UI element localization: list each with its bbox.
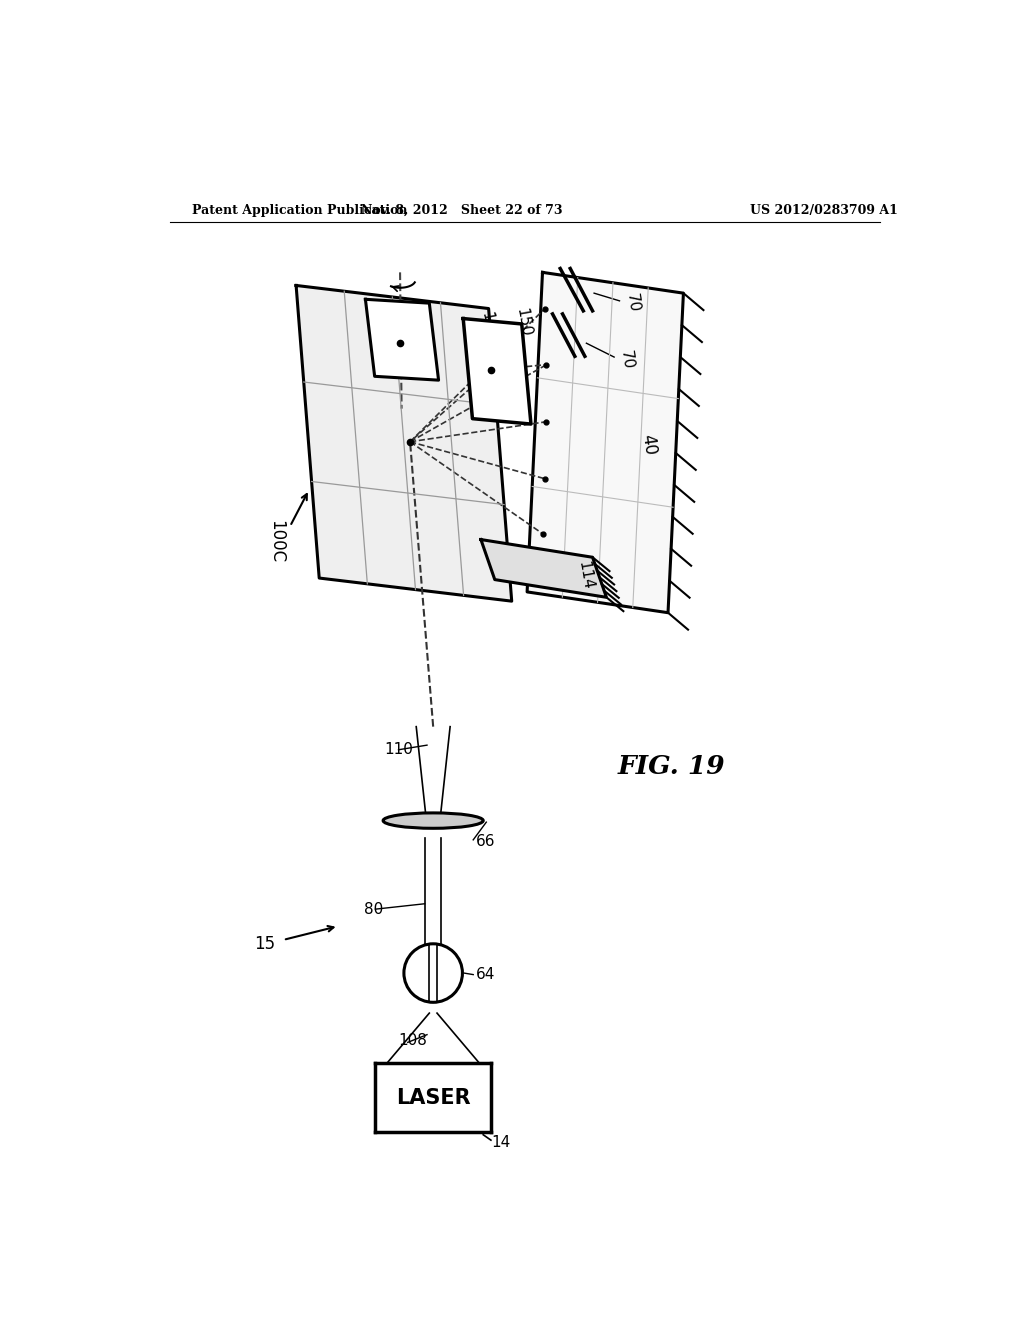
- Text: Nov. 8, 2012   Sheet 22 of 73: Nov. 8, 2012 Sheet 22 of 73: [361, 205, 562, 218]
- Text: 100C: 100C: [267, 520, 286, 564]
- Text: 66: 66: [475, 834, 495, 849]
- Text: 15: 15: [254, 935, 274, 953]
- Polygon shape: [366, 300, 438, 380]
- Text: 114: 114: [575, 560, 595, 591]
- Ellipse shape: [383, 813, 483, 829]
- Text: 108: 108: [398, 1032, 427, 1048]
- Text: FIG. 19: FIG. 19: [617, 754, 725, 779]
- Text: 14: 14: [490, 1135, 510, 1150]
- Text: 70: 70: [624, 293, 641, 314]
- Text: 70: 70: [617, 350, 636, 371]
- Polygon shape: [527, 272, 683, 612]
- Text: 80: 80: [364, 902, 383, 916]
- Polygon shape: [463, 318, 531, 424]
- Polygon shape: [481, 540, 606, 598]
- Text: Patent Application Publication: Patent Application Publication: [193, 205, 408, 218]
- Text: 64: 64: [475, 968, 495, 982]
- Text: 150: 150: [513, 306, 534, 338]
- Text: 112: 112: [478, 310, 500, 342]
- Text: 40: 40: [639, 433, 659, 457]
- Polygon shape: [296, 285, 512, 601]
- Text: US 2012/0283709 A1: US 2012/0283709 A1: [751, 205, 898, 218]
- Text: LASER: LASER: [396, 1088, 470, 1107]
- Text: 110: 110: [385, 742, 414, 758]
